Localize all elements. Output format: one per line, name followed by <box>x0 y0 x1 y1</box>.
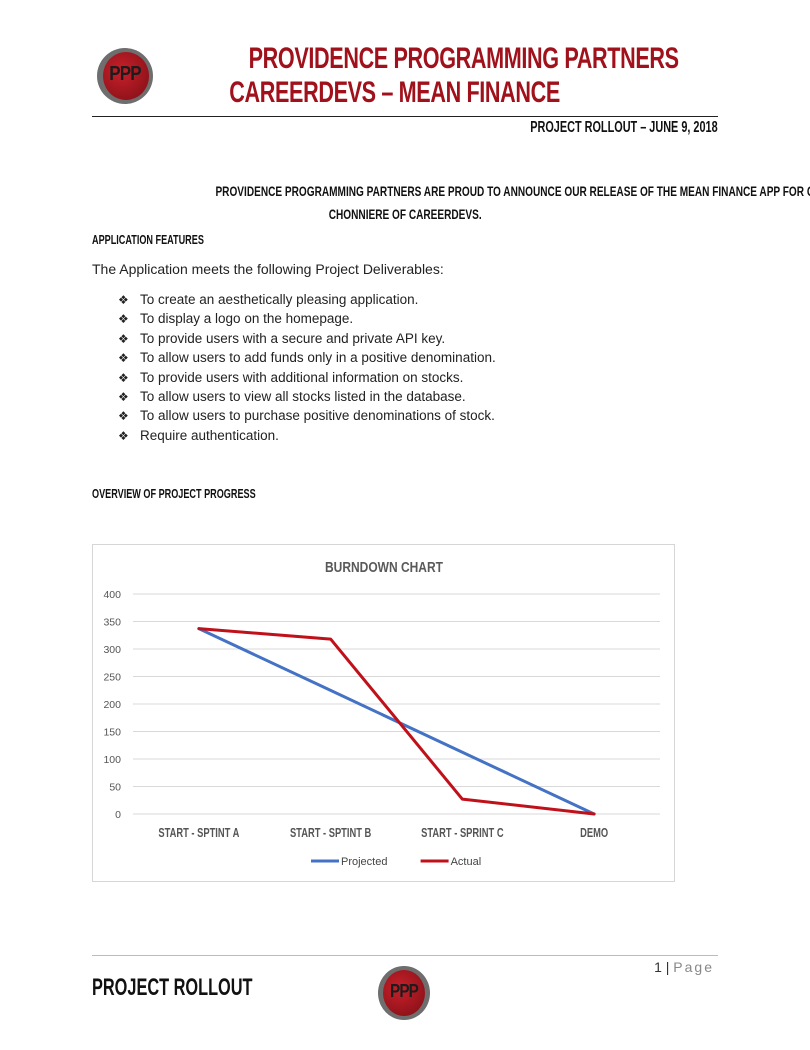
footer-divider <box>92 955 718 956</box>
page-number-value: 1 <box>654 959 662 975</box>
page-number: 1 | Page <box>654 959 714 975</box>
y-tick-label: 250 <box>103 672 121 684</box>
list-item: ❖ To provide users with a secure and priv… <box>118 329 496 348</box>
list-item-text: To provide users with a secure and priva… <box>140 330 446 346</box>
features-heading: APPLICATION FEATURES <box>92 232 204 247</box>
legend-label-actual: Actual <box>451 856 482 868</box>
list-item: ❖ To allow users to view all stocks liste… <box>118 387 496 406</box>
list-item-text: To display a logo on the homepage. <box>140 311 354 327</box>
y-tick-label: 400 <box>103 589 121 601</box>
x-tick-label: START - SPTINT B <box>290 827 371 841</box>
header-title-line1: PROVIDENCE PROGRAMMING PARTNERS <box>248 42 679 75</box>
diamond-bullet-icon: ❖ <box>118 312 129 327</box>
diamond-bullet-icon: ❖ <box>118 409 129 424</box>
diamond-bullet-icon: ❖ <box>118 428 129 443</box>
footer-logo: PPP <box>378 966 430 1020</box>
announcement-line2: CHONNIERE OF CAREERDEVS. <box>328 206 482 222</box>
logo-disc <box>103 52 149 100</box>
footer-title: PROJECT ROLLOUT <box>92 974 253 1001</box>
list-item-text: To allow users to add funds only in a po… <box>140 350 496 366</box>
list-item: ❖ To allow users to add funds only in a p… <box>118 348 496 367</box>
announcement-line1: PROVIDENCE PROGRAMMING PARTNERS ARE PROU… <box>215 183 810 199</box>
y-tick-label: 350 <box>103 617 121 629</box>
list-item: ❖ To provide users with additional inform… <box>118 368 496 387</box>
list-item: ❖ To display a logo on the homepage. <box>118 309 496 328</box>
list-item-text: To create an aesthetically pleasing appl… <box>140 292 419 307</box>
y-tick-label: 0 <box>115 809 121 821</box>
features-intro: The Application meets the following Proj… <box>92 261 444 277</box>
list-item-text: To allow users to purchase positive deno… <box>140 408 495 424</box>
y-tick-label: 300 <box>103 644 121 656</box>
diamond-bullet-icon: ❖ <box>118 389 129 404</box>
logo-text: PPP <box>389 981 419 1001</box>
list-item: ❖ To create an aesthetically pleasing app… <box>118 290 496 309</box>
header-divider <box>92 116 718 117</box>
y-tick-label: 100 <box>103 754 121 766</box>
burndown-chart: BURNDOWN CHART 0 50 100 150 200 250 300 350 400 ST… <box>92 544 675 882</box>
logo-text: PPP <box>109 63 141 85</box>
y-tick-label: 200 <box>103 699 121 711</box>
logo-disc <box>383 970 425 1016</box>
list-item-text: Require authentication. <box>140 427 279 443</box>
series-line-actual <box>197 627 596 816</box>
header-meta: PROJECT ROLLOUT – JUNE 9, 2018 <box>530 119 718 136</box>
progress-heading: OVERVIEW OF PROJECT PROGRESS <box>92 486 256 501</box>
burndown-chart-svg: BURNDOWN CHART 0 50 100 150 200 250 300 350 400 ST… <box>103 559 660 868</box>
diamond-bullet-icon: ❖ <box>118 370 129 385</box>
list-item-text: To provide users with additional informa… <box>140 369 464 385</box>
y-tick-label: 150 <box>103 727 121 739</box>
diamond-bullet-icon: ❖ <box>118 331 129 346</box>
page-separator: | <box>665 959 670 975</box>
header-title-line2: CAREERDEVS – MEAN FINANCE <box>229 76 560 109</box>
legend-label-projected: Projected <box>341 856 387 868</box>
chart-title: BURNDOWN CHART <box>325 559 444 576</box>
list-item: ❖ Require authentication. <box>118 426 496 445</box>
header-logo: PPP <box>97 48 153 104</box>
list-item: ❖ To allow users to purchase positive den… <box>118 406 496 425</box>
diamond-bullet-icon: ❖ <box>118 351 129 366</box>
x-tick-label: DEMO <box>580 827 608 841</box>
announcement: PROVIDENCE PROGRAMMING PARTNERS ARE PROU… <box>92 180 810 226</box>
page-label: Page <box>673 959 714 975</box>
diamond-bullet-icon: ❖ <box>118 293 129 307</box>
list-item-text: To allow users to view all stocks listed… <box>140 388 466 404</box>
y-tick-label: 50 <box>109 782 121 794</box>
x-tick-label: START - SPRINT C <box>421 827 503 841</box>
features-list: ❖ To create an aesthetically pleasing app… <box>118 290 496 445</box>
x-tick-label: START - SPTINT A <box>158 827 239 841</box>
